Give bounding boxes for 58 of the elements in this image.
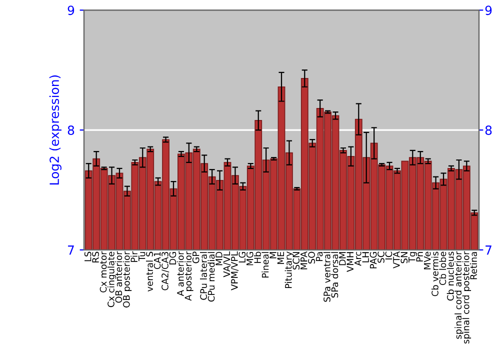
x-tick-label: M (270, 252, 276, 258)
x-tick-label: LG (238, 252, 246, 262)
x-tick-label: CA2/CA3 (162, 252, 170, 290)
x-tick-label: VPM/VPL (231, 251, 239, 290)
x-tick-label: Pir (130, 251, 138, 262)
y-tick-label: 7 (68, 246, 74, 255)
x-tick-label: MG (246, 252, 254, 266)
x-tick-label: SO (308, 252, 315, 264)
x-tick-label: Cb lobe (439, 252, 446, 286)
x-tick-label: SCN (292, 252, 300, 270)
x-tick-label: Cx cingulate (107, 252, 116, 308)
x-tick-label: Retina (470, 252, 477, 280)
x-tick-label: Pn (416, 252, 423, 262)
x-tick-label: LH (362, 252, 369, 262)
x-tick-label: SC (378, 252, 384, 263)
x-tick-label: DG (169, 252, 176, 264)
x-tick-label: PAG (370, 252, 377, 268)
x-tick-label: VMH (346, 252, 354, 272)
x-tick-label: spinal cord posterior (462, 251, 472, 344)
x-tick-label: MVe (424, 252, 431, 270)
x-tick-label: Cb vermis (431, 252, 438, 296)
x-tick-label: Pituitary (284, 252, 294, 288)
x-tick-label: Cx motor (100, 251, 107, 292)
x-tick-label: A posterior (184, 251, 194, 301)
x-tick-label: OB anterior (115, 251, 122, 303)
x-tick-label: LS (84, 252, 92, 262)
x-tick-label: Hb (254, 252, 261, 263)
x-tick-label: RS (92, 252, 99, 262)
y2-tick-label: 8 (485, 125, 492, 135)
x-tick-label: SN (400, 252, 408, 264)
x-tick-label: MD (216, 252, 222, 266)
y-tick-label: 9 (68, 6, 74, 16)
x-tick-label: ventral S (146, 252, 153, 292)
x-tick-label: CPu lateral (200, 252, 207, 300)
x-tick-label: spinal cord anterior (454, 251, 464, 339)
y2-tick-label: 7 (486, 246, 492, 255)
x-tick-label: SPa dorsal (331, 252, 338, 298)
x-tick-label: Arc (354, 252, 362, 266)
y2-tick-label: 9 (485, 6, 492, 16)
x-tick-label: A anterior (176, 251, 184, 296)
x-tick-label: Cb nucleus (446, 252, 454, 301)
x-tick-label: CPu medial (208, 252, 215, 302)
x-tick-label: DM (339, 252, 346, 266)
x-tick-label: OB posterior (122, 251, 132, 308)
x-tick-label: VA/VL (223, 251, 231, 278)
y-axis-title: Log2 (expression) (49, 75, 62, 185)
x-tick-label: CA1 (154, 252, 161, 270)
y-tick-label: 8 (68, 125, 74, 135)
x-tick-label: Tg (408, 252, 418, 263)
x-tick-label: Pineal (262, 252, 269, 278)
x-tick-label: ME (277, 252, 284, 264)
x-tick-label: IC (385, 252, 392, 260)
x-tick-label: SPa ventral (323, 252, 330, 302)
x-tick-label: Tu (138, 252, 146, 262)
x-tick-label: Pa (316, 252, 323, 261)
x-tick-label: VTA (393, 251, 400, 268)
x-tick-label: MPA (300, 251, 308, 270)
x-tick-label: GP (192, 252, 200, 264)
